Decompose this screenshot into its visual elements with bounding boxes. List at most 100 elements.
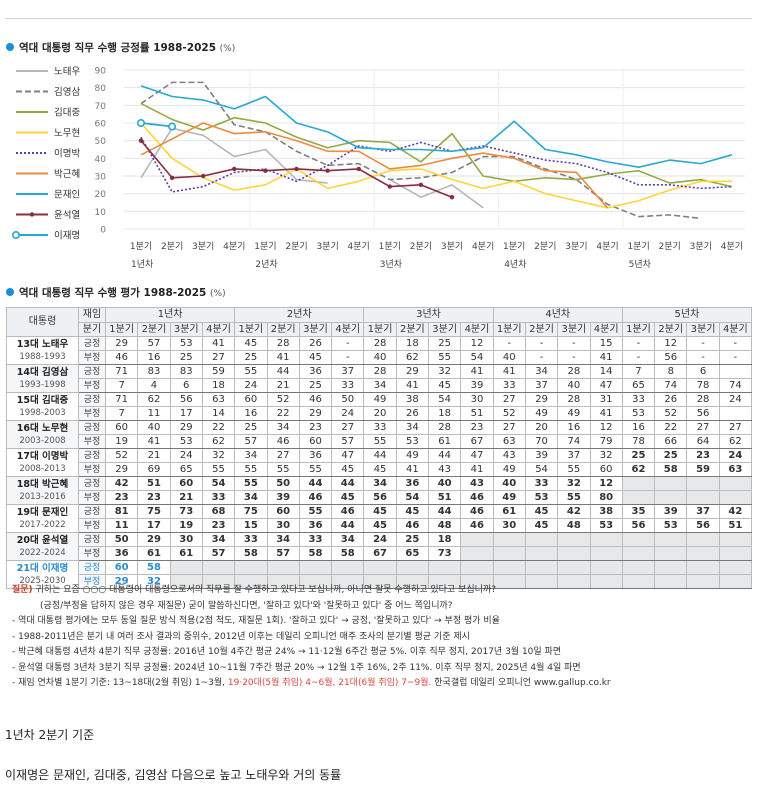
negative-value: 58 [331, 546, 365, 561]
positive-value: 44 [427, 448, 462, 463]
positive-value: 83 [137, 364, 171, 379]
label-positive: 긍정 [78, 420, 106, 435]
positive-value: 45 [395, 504, 430, 519]
negative-value: 30 [492, 518, 526, 533]
positive-value: 51 [137, 476, 171, 491]
negative-value: 23 [137, 490, 171, 505]
positive-value: 29 [137, 532, 171, 547]
negative-value: 25 [298, 378, 333, 393]
header-quarter: 3분기 [427, 322, 462, 337]
positive-value: 33 [298, 532, 333, 547]
positive-value: 33 [363, 420, 397, 435]
x-tick-label: 3분기 [192, 241, 214, 252]
negative-value [718, 546, 753, 561]
positive-value: - [331, 336, 365, 351]
positive-value: 35 [621, 504, 656, 519]
positive-value [718, 476, 753, 491]
positive-value: 23 [686, 448, 720, 463]
positive-value: 25 [654, 448, 688, 463]
x-tick-label: 4분기 [721, 241, 743, 252]
x-tick-label: 4분기 [348, 241, 370, 252]
negative-value: 57 [331, 434, 365, 449]
series-line [140, 122, 173, 128]
negative-value: 65 [621, 378, 656, 393]
negative-value: 41 [266, 350, 300, 365]
negative-value: 25 [169, 350, 203, 365]
data-point [138, 138, 144, 143]
positive-value: 42 [104, 476, 139, 491]
negative-value: 74 [718, 378, 753, 393]
positive-value [621, 560, 656, 575]
negative-value: 33 [492, 378, 526, 393]
negative-value: 55 [201, 462, 236, 477]
negative-value: 45 [331, 490, 365, 505]
x-tick-label: 1분기 [503, 241, 525, 252]
data-point [169, 175, 175, 180]
data-point [137, 119, 146, 128]
note-basis-c: 한국갤럽 데일리 오피니언 www.gallup.co.kr [431, 678, 611, 688]
negative-value: 78 [686, 378, 720, 393]
negative-value: 21 [266, 378, 300, 393]
header-quarter: 2분기 [266, 322, 300, 337]
negative-value: 49 [524, 406, 559, 421]
positive-value: 60 [104, 560, 139, 575]
negative-value [557, 574, 591, 589]
negative-value: 44 [331, 518, 365, 533]
label-negative: 부정 [78, 462, 106, 477]
positive-value: 27 [331, 420, 365, 435]
negative-value: 19 [104, 434, 139, 449]
header-year: 3년차 [363, 307, 494, 323]
positive-value: 52 [266, 392, 300, 407]
positive-value: 75 [137, 504, 171, 519]
negative-value: 26 [395, 406, 430, 421]
negative-value: 60 [589, 462, 623, 477]
negative-value: 41 [395, 462, 430, 477]
negative-value: 33 [331, 378, 365, 393]
negative-value: 17 [169, 406, 203, 421]
positive-value [589, 560, 623, 575]
positive-value: 34 [524, 364, 559, 379]
negative-value: 40 [557, 378, 591, 393]
legend-label: 김영삼 [54, 86, 80, 98]
positive-value: 50 [266, 476, 300, 491]
negative-value [621, 546, 656, 561]
negative-value: 62 [201, 434, 236, 449]
positive-value: 60 [266, 504, 300, 519]
negative-value [266, 574, 300, 589]
negative-value: 54 [524, 462, 559, 477]
negative-value: 57 [234, 434, 268, 449]
top-divider [5, 18, 752, 19]
positive-value: 43 [492, 448, 526, 463]
positive-value: 50 [331, 392, 365, 407]
negative-value: 7 [104, 378, 139, 393]
negative-value: 46 [395, 518, 430, 533]
header-quarter-kind: 분기 [78, 322, 106, 337]
positive-value: - [621, 336, 656, 351]
negative-value [686, 546, 720, 561]
positive-value: - [718, 336, 753, 351]
series-line [140, 102, 733, 188]
label-negative: 부정 [78, 406, 106, 421]
president-term: 2025-2030 [19, 575, 66, 586]
negative-value: 74 [654, 378, 688, 393]
positive-value: 27 [718, 420, 753, 435]
president-cell: 17대 이명박 2008-2013 [6, 448, 79, 477]
x-tick-label: 4분기 [472, 241, 494, 252]
positive-value: 25 [234, 420, 268, 435]
negative-value: 58 [234, 546, 268, 561]
president-cell: 14대 김영삼 1993-1998 [6, 364, 79, 393]
label-positive: 긍정 [78, 504, 106, 519]
positive-value: 29 [524, 392, 559, 407]
positive-value: 55 [234, 476, 268, 491]
negative-value: - [718, 350, 753, 365]
positive-value: 47 [460, 448, 494, 463]
y-tick-label: 50 [95, 137, 107, 147]
positive-value: 24 [363, 532, 397, 547]
positive-value: 44 [298, 476, 333, 491]
question-followup: (긍정/부정을 답하지 않은 경우 재질문) 굳이 말씀하신다면, '잘하고 있… [40, 600, 453, 611]
x-year-label: 2년차 [255, 258, 278, 270]
president-term: 2008-2013 [19, 463, 66, 474]
x-tick-label: 2분기 [285, 241, 307, 252]
data-point [294, 166, 299, 172]
negative-value: 6 [169, 378, 203, 393]
